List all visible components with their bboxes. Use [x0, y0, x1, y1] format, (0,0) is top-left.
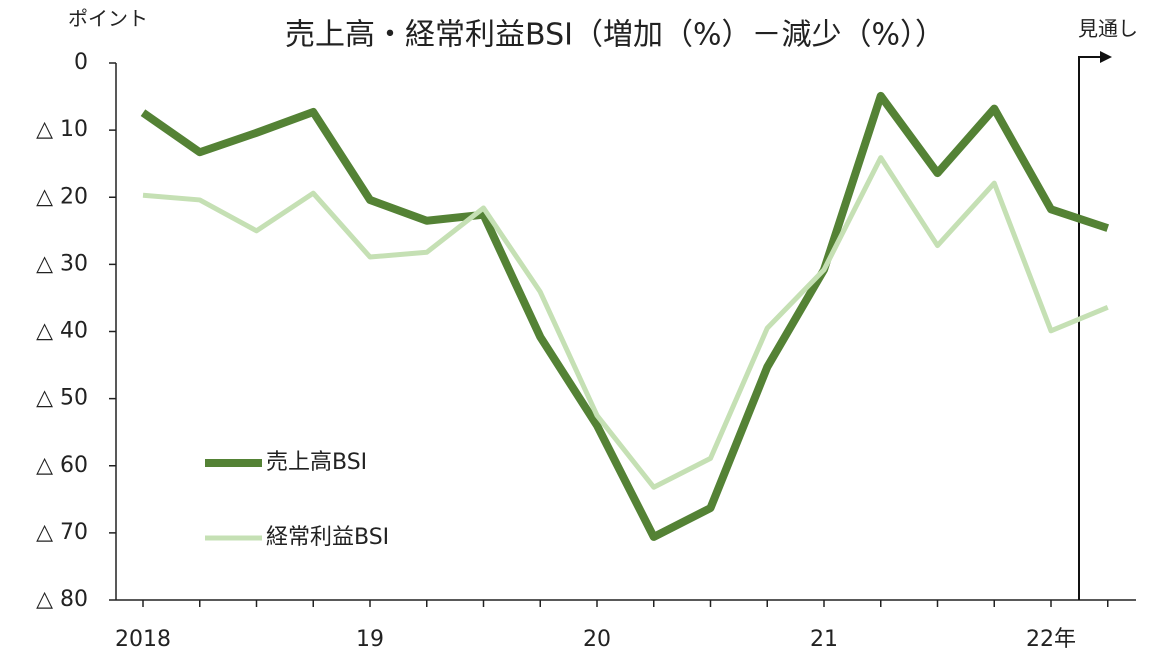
- y-tick-label: △ 40: [36, 319, 88, 344]
- y-tick-label: 0: [74, 50, 88, 75]
- chart-title: 売上高・経常利益BSI（増加（%）－減少（%））: [285, 18, 945, 53]
- y-axis-label: ポイント: [68, 7, 148, 31]
- legend-label: 売上高BSI: [266, 450, 367, 475]
- forecast-arrow: [1100, 51, 1112, 63]
- x-tick-label: 21: [810, 627, 838, 652]
- forecast-line: [1078, 56, 1108, 600]
- y-tick-label: △ 80: [36, 587, 88, 612]
- y-tick-label: △ 20: [36, 184, 88, 209]
- y-tick-label: △ 50: [36, 386, 88, 411]
- series-line: [142, 155, 1109, 490]
- annotation: 見通し: [1078, 17, 1138, 41]
- x-tick-label: 22年: [1026, 627, 1076, 652]
- x-tick-label: 20: [583, 627, 611, 652]
- y-tick-label: △ 70: [36, 520, 88, 545]
- x-tick-label: 19: [356, 627, 384, 652]
- x-tick-label: 2018: [115, 627, 171, 652]
- y-tick-label: △ 30: [36, 251, 88, 276]
- series-line: [140, 91, 1110, 541]
- legend-label: 経常利益BSI: [266, 525, 389, 550]
- y-tick-label: △ 60: [36, 453, 88, 478]
- y-tick-label: △ 10: [36, 117, 88, 142]
